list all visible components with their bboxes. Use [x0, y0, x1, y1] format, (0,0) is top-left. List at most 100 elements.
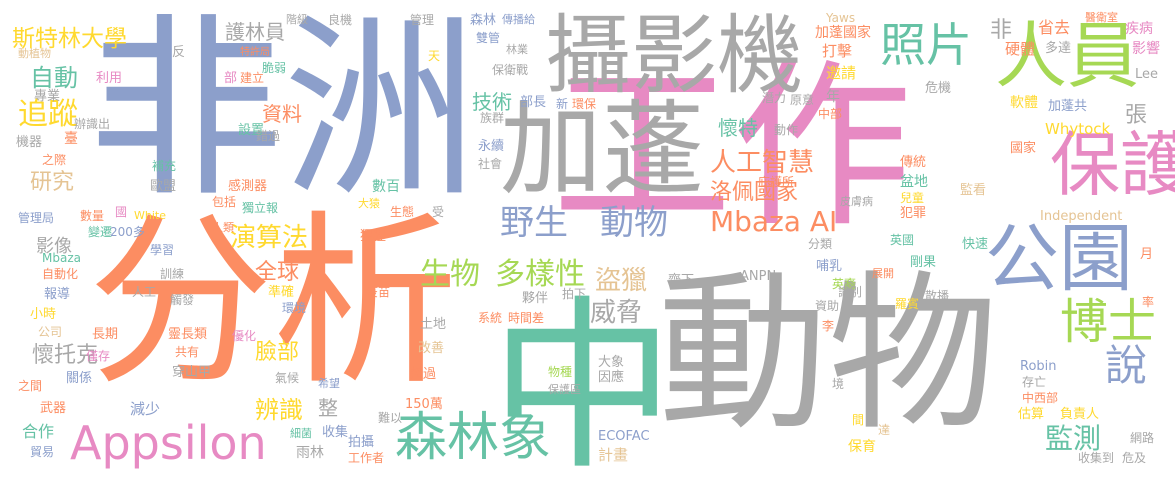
cloud-word: 攝影機 [545, 6, 803, 106]
cloud-word: 因應 [598, 370, 625, 385]
cloud-word: 長期 [92, 327, 119, 342]
cloud-word: 部 [224, 71, 238, 86]
cloud-word: 學習 [150, 243, 175, 257]
cloud-word: 包括 [212, 195, 237, 209]
cloud-word: 族群 [480, 111, 505, 125]
cloud-word: 貿易 [30, 445, 55, 459]
cloud-word: 特許局 [240, 47, 270, 58]
cloud-word: 年 [826, 89, 840, 105]
cloud-word: 夥伴 [522, 291, 549, 306]
cloud-word: 利用 [96, 71, 123, 86]
cloud-word: Lee [1135, 67, 1159, 82]
cloud-word: 傳播給 [502, 13, 535, 26]
cloud-word: 影像 [36, 236, 72, 257]
cloud-word: 公園 [985, 216, 1133, 302]
cloud-word: 懷托克 [32, 343, 99, 368]
cloud-word: 專業 [34, 89, 61, 104]
cloud-word: 建立 [240, 71, 265, 85]
cloud-word: 非洲 [88, 0, 478, 223]
cloud-word: 疫苗 [366, 285, 391, 299]
cloud-word: 管理局 [18, 211, 55, 225]
cloud-word: 非 [990, 18, 1013, 43]
cloud-word: 林業 [506, 43, 528, 56]
cloud-word: 分類 [808, 237, 833, 251]
cloud-word: 細菌 [290, 427, 312, 440]
cloud-word: 變遷 [88, 225, 113, 239]
cloud-word: 博士 [1060, 294, 1157, 350]
cloud-word: 保護區 [548, 383, 581, 396]
cloud-word: 皮膚病 [840, 195, 873, 208]
cloud-word: 社會 [478, 157, 503, 171]
cloud-word: 庇護所 [758, 175, 795, 189]
cloud-word: ANPN [740, 269, 777, 284]
cloud-word: 打擊 [822, 42, 853, 60]
cloud-word: 管理 [410, 13, 435, 27]
cloud-word: 之際 [42, 153, 67, 167]
cloud-word: 大猿 [358, 197, 380, 210]
cloud-word: 保護 [1050, 124, 1175, 206]
cloud-word: 展開 [872, 267, 894, 280]
cloud-word: 加蓬 [500, 91, 704, 210]
cloud-word: 訓練 [160, 267, 185, 281]
cloud-word: 公司 [38, 325, 63, 339]
cloud-word: 護林員 [225, 20, 285, 44]
cloud-word: 設置 [238, 123, 265, 138]
cloud-word: 系統 [478, 311, 503, 325]
cloud-word: 關係 [66, 371, 93, 386]
cloud-word: Yaws [826, 11, 856, 25]
cloud-word: 中 [490, 279, 675, 482]
cloud-word: 脆弱 [262, 61, 287, 75]
cloud-word: 快速 [962, 237, 989, 252]
cloud-word: 洛佩國家 [710, 180, 799, 205]
cloud-word: 雙管 [476, 31, 501, 45]
cloud-word: 收集 [322, 425, 349, 440]
cloud-word: 懷特 [718, 116, 758, 140]
cloud-word: 合作 [22, 422, 55, 441]
cloud-word: 難以 [378, 411, 403, 425]
cloud-word: 人員 [995, 14, 1140, 98]
cloud-word: 數量 [80, 209, 105, 223]
cloud-word: 兒童 [900, 191, 925, 205]
cloud-word: 間 [852, 413, 865, 427]
cloud-word: 月 [1140, 247, 1154, 262]
cloud-word: 森林象 [395, 408, 552, 468]
cloud-word: 200多 [110, 225, 145, 239]
cloud-word: 生態 [390, 205, 415, 219]
cloud-word: 人工智慧 [710, 148, 815, 178]
cloud-word: 僅存 [86, 349, 111, 363]
cloud-word: 150萬 [405, 397, 443, 412]
cloud-word: 良機 [328, 13, 353, 27]
cloud-word: 自動化 [42, 267, 79, 281]
cloud-word: 危機 [925, 81, 952, 96]
cloud-word: 土地 [420, 317, 447, 332]
cloud-word: 減少 [130, 400, 161, 418]
cloud-word: 森林 [470, 13, 497, 28]
cloud-word: 加蓬共 [1048, 99, 1088, 114]
cloud-word: Robin [1020, 359, 1057, 374]
cloud-word: 穿山甲 [172, 365, 212, 380]
cloud-word: 中西部 [1022, 391, 1059, 405]
cloud-word: 保育 [848, 439, 876, 455]
cloud-word: 工作者 [348, 451, 385, 465]
cloud-word: 演算法 [230, 223, 309, 253]
cloud-word: 網路 [1130, 431, 1155, 445]
cloud-word: Whytock [1045, 120, 1111, 138]
cloud-word: 時間差 [508, 311, 545, 325]
cloud-word: 國家 [1010, 141, 1037, 156]
cloud-word: 超過 [410, 367, 437, 382]
cloud-word: 影響 [1132, 41, 1160, 57]
cloud-word: 觸發 [170, 293, 195, 307]
cloud-word: 武器 [40, 401, 67, 416]
cloud-word: 危及 [1122, 451, 1147, 465]
cloud-word: 大象 [598, 355, 625, 370]
cloud-word: 人工 [132, 285, 157, 299]
cloud-word: 多樣性 [495, 257, 585, 292]
cloud-word: 境 [832, 377, 845, 391]
cloud-word: 野生 [500, 203, 568, 243]
cloud-word: 報導 [44, 287, 71, 302]
cloud-word: 資料 [262, 102, 302, 126]
cloud-word: 分析 [88, 194, 458, 410]
cloud-word: 動作 [774, 123, 799, 137]
cloud-word: 拍攝 [348, 435, 375, 450]
